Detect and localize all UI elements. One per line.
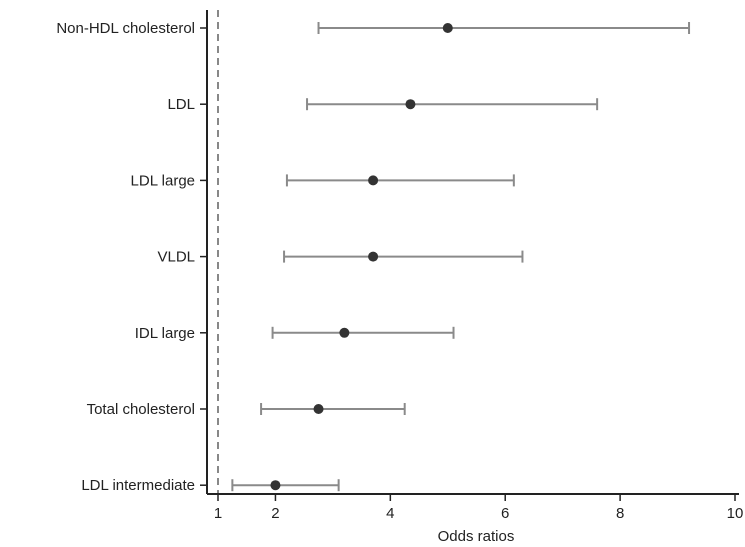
category-label: LDL intermediate [81,477,195,494]
x-axis-title: Odds ratios [438,528,515,545]
estimate-point [405,99,416,110]
x-tick-label: 4 [386,505,394,522]
x-tick-label: 6 [501,505,509,522]
category-label: LDL large [131,172,195,189]
category-label: IDL large [135,325,195,342]
estimate-point [368,251,379,262]
y-axis-ticks: Non-HDL cholesterol LDL LDL large VLDL IDL l… [56,20,207,494]
x-tick-label: 1 [214,505,222,522]
estimate-point [442,23,453,33]
forest-row [271,326,455,339]
forest-row [231,479,340,492]
x-tick-label: 8 [616,505,624,522]
category-label: Non-HDL cholesterol [56,20,195,37]
forest-row [260,403,406,415]
category-label: LDL [167,96,195,113]
estimate-point [313,404,324,414]
forest-row [283,250,524,263]
estimate-point [270,480,281,491]
x-axis-ticks: 1 2 4 6 8 10 [214,494,744,522]
x-tick-label: 2 [271,505,279,522]
category-label: VLDL [157,249,195,266]
forest-row [317,22,691,34]
forest-rows [231,22,691,492]
estimate-point [339,327,350,338]
estimate-point [368,175,379,186]
x-tick-label: 10 [727,505,744,522]
forest-row [285,174,515,187]
category-label: Total cholesterol [87,401,195,418]
forest-row [306,98,599,111]
